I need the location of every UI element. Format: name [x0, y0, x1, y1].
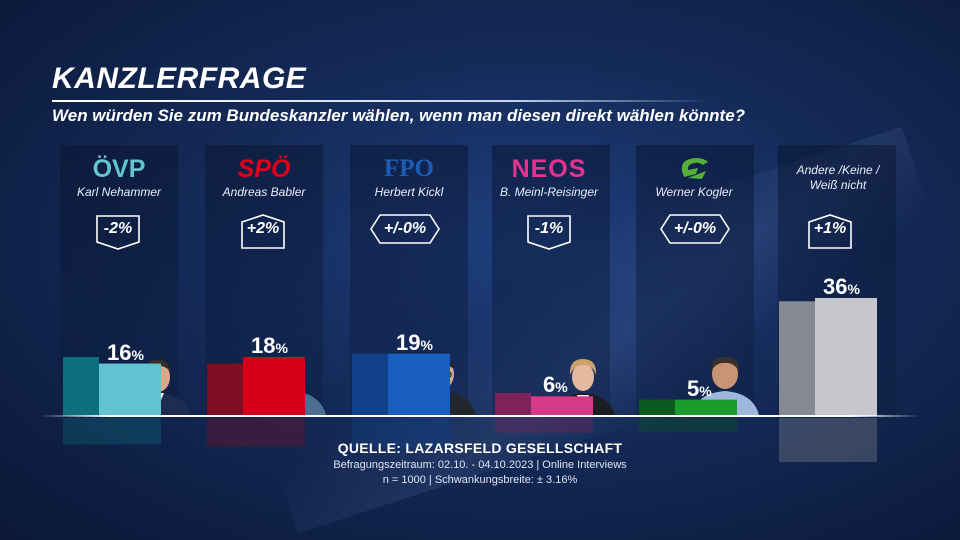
change-value: +2% [246, 220, 280, 237]
change-value: -2% [103, 220, 133, 237]
source-sample: n = 1000 | Schwankungsbreite: ± 3.16% [382, 474, 578, 486]
change-badge: -1% [526, 214, 572, 250]
change-value: +/-0% [673, 220, 717, 237]
data-label: 18% [251, 333, 288, 358]
bar-current [243, 357, 305, 416]
badge-arrow-shape [527, 215, 571, 250]
party-logo-fpoe: FPO [384, 155, 434, 182]
column-header-0: ÖVP Karl Nehammer [51, 155, 187, 200]
party-logo-spoe: SPÖ [237, 155, 291, 183]
column-header-1: SPÖ Andreas Babler [196, 155, 332, 200]
bar-previous [63, 357, 99, 416]
column-header-4: Werner Kogler [626, 155, 762, 200]
page-title: KANZLERFRAGE [52, 62, 307, 95]
change-value: -1% [534, 220, 564, 237]
source-period: Befragungszeitraum: 02.10. - 04.10.2023 … [333, 459, 627, 471]
gruene-logo-icon [681, 158, 708, 179]
badge-diamond-shape [660, 214, 730, 244]
data-label: 6% [543, 372, 568, 398]
candidate-name: B. Meinl-Reisinger [499, 185, 599, 199]
party-logo-neos: NEOS [511, 155, 587, 183]
change-badge: +/-0% [370, 214, 440, 244]
bar-previous [639, 399, 675, 416]
badge-arrow-shape [808, 214, 852, 249]
chart-baseline [40, 415, 920, 417]
change-value: +/-0% [383, 220, 427, 237]
bar-current [815, 298, 877, 416]
column-header-2: FPO Herbert Kickl [341, 155, 477, 200]
column-header-5: Andere /Keine / Weiß nicht [770, 155, 906, 193]
change-value: +1% [813, 220, 847, 237]
bar-reflection [639, 418, 737, 432]
bar-current [675, 399, 737, 416]
bar-reflection [495, 418, 593, 433]
bar-previous [207, 363, 243, 416]
badge-diamond-shape [370, 214, 440, 244]
data-label: 5% [687, 375, 712, 401]
source-title: QUELLE: LAZARSFELD GESELLSCHAFT [337, 440, 623, 456]
page-subtitle: Wen würden Sie zum Bundeskanzler wählen,… [52, 106, 746, 125]
party-logo-gruene [626, 155, 762, 183]
bar-reflection [352, 418, 450, 448]
candidate-name: Werner Kogler [655, 185, 733, 199]
candidate-name: Andreas Babler [222, 185, 306, 199]
title-divider [52, 100, 712, 102]
data-label: 19% [396, 329, 433, 355]
change-badge: +/-0% [660, 214, 730, 244]
bar-previous [352, 353, 388, 416]
bar-current [99, 363, 161, 416]
candidate-name: Herbert Kickl [374, 185, 444, 199]
change-badge: +2% [240, 214, 286, 249]
bar-reflection [63, 418, 161, 445]
bar-previous [495, 393, 531, 416]
data-label: 16% [107, 339, 144, 365]
change-badge: -2% [95, 214, 141, 250]
badge-arrow-shape [241, 214, 285, 249]
bar-previous [779, 301, 815, 416]
bar-current [388, 353, 450, 416]
category-label-other: Andere /Keine / Weiß nicht [796, 163, 880, 192]
change-badge: +1% [807, 214, 853, 249]
bar-reflection [779, 418, 877, 462]
bar-reflection [207, 418, 305, 447]
party-logo-oevp: ÖVP [92, 155, 146, 183]
column-header-3: NEOS B. Meinl-Reisinger [481, 155, 617, 200]
badge-arrow-shape [96, 215, 140, 250]
candidate-name: Karl Nehammer [76, 185, 162, 199]
data-label: 36% [823, 274, 860, 299]
bar-current [531, 396, 593, 416]
